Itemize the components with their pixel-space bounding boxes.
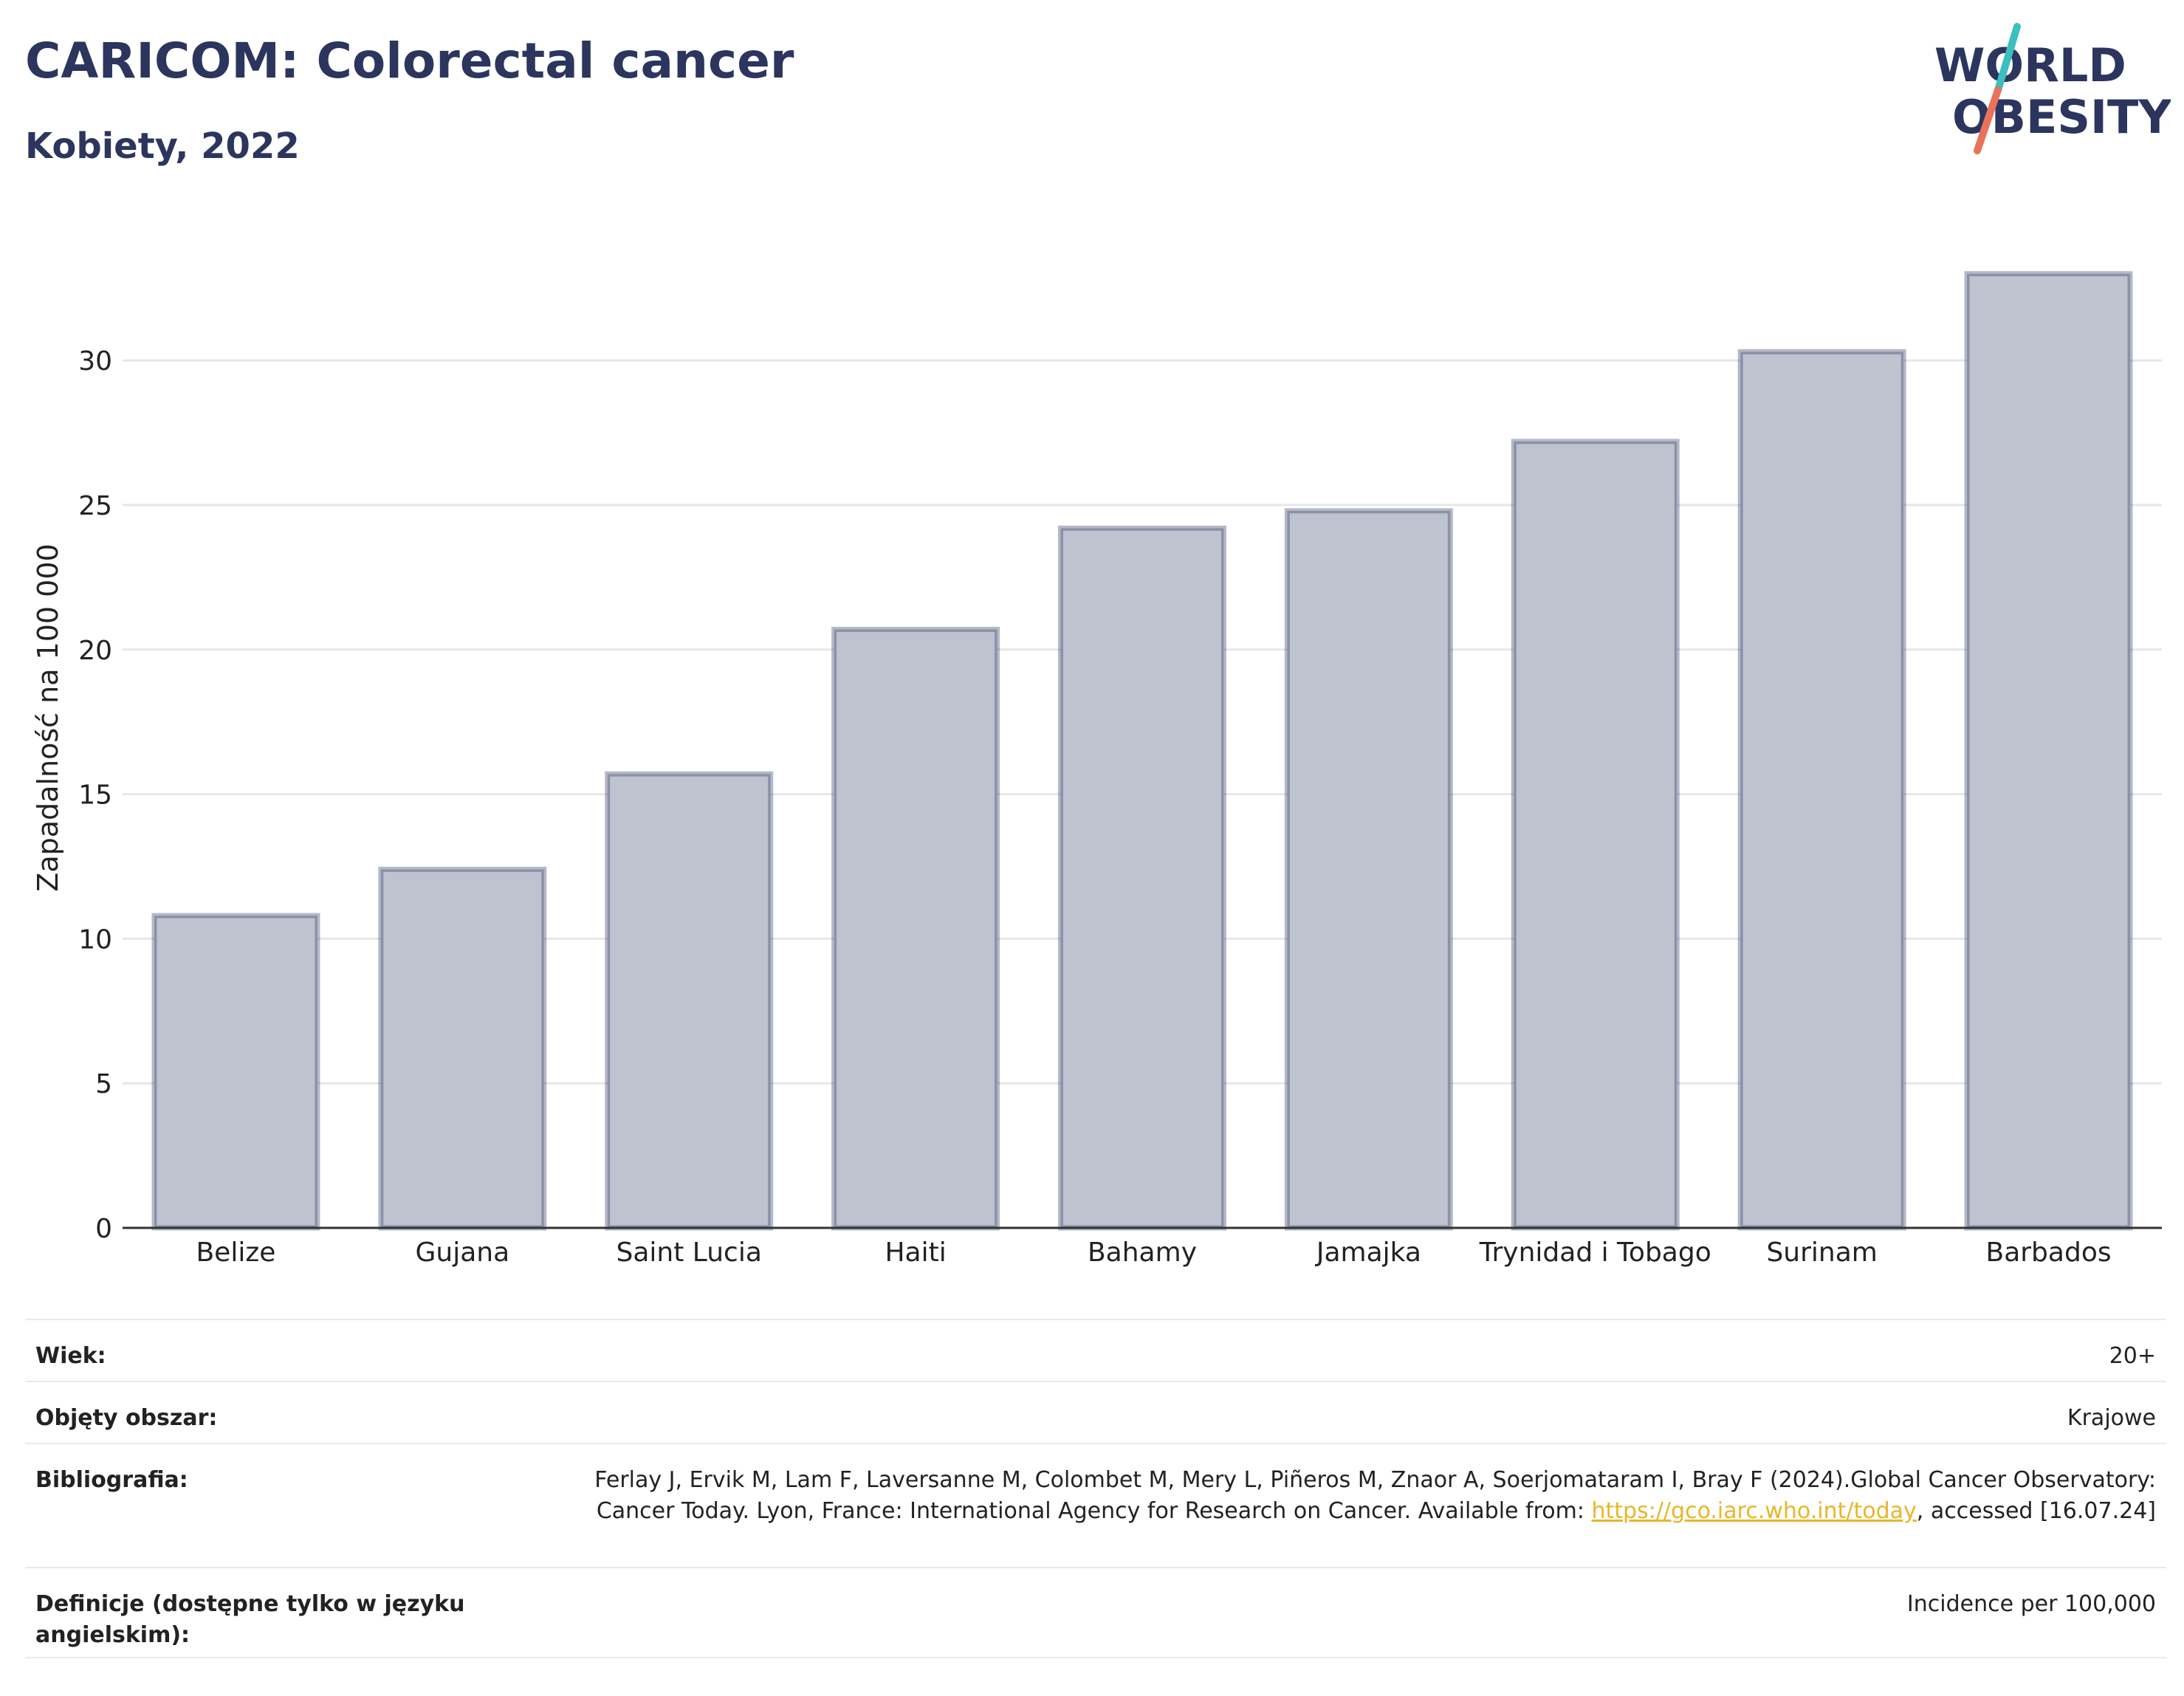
x-tick-labels: Belize Gujana Saint Lucia Haiti Bahamy Jamajk… bbox=[196, 1237, 2111, 1268]
y-tick-labels: 0 5 10 15 20 25 30 bbox=[78, 346, 112, 1244]
bar-saint-lucia bbox=[605, 771, 774, 1231]
meta-label-coverage: Objęty obszar: bbox=[35, 1405, 218, 1431]
meta-value-coverage: Krajowe bbox=[2067, 1405, 2156, 1431]
x-tick-label: Belize bbox=[196, 1237, 275, 1268]
world-obesity-logo: WORLD OBESITY bbox=[1934, 23, 2171, 154]
chart-title: CARICOM: Colorectal cancer bbox=[25, 32, 794, 89]
metadata-table: Wiek: 20+ Objęty obszar: Krajowe Bibliog… bbox=[25, 1319, 2166, 1658]
y-tick-label: 25 bbox=[78, 491, 112, 521]
meta-row-definitions: Definicje (dostępne tylko w języku angie… bbox=[25, 1567, 2166, 1658]
bar-chart: 0 5 10 15 20 25 30 Belize Gujana Saint Lucia Hait… bbox=[32, 271, 2162, 1268]
logo-slash-top bbox=[1994, 23, 2021, 94]
x-tick-label: Bahamy bbox=[1088, 1237, 1197, 1268]
x-tick-label: Saint Lucia bbox=[617, 1237, 762, 1268]
x-tick-label: Jamajka bbox=[1315, 1237, 1421, 1268]
meta-label-age: Wiek: bbox=[35, 1343, 106, 1369]
y-tick-label: 5 bbox=[95, 1069, 112, 1099]
bibliography-accessed: , accessed [16.07.24] bbox=[1916, 1498, 2156, 1524]
x-tick-label: Barbados bbox=[1986, 1237, 2112, 1268]
meta-label-definitions: Definicje (dostępne tylko w języku angie… bbox=[35, 1591, 465, 1648]
meta-value-bibliography: Ferlay J, Ervik M, Lam F, Laversanne M, … bbox=[561, 1465, 2156, 1527]
meta-row-age: Wiek: 20+ bbox=[25, 1319, 2166, 1381]
meta-row-coverage: Objęty obszar: Krajowe bbox=[25, 1381, 2166, 1443]
bar-belize bbox=[151, 913, 320, 1231]
bar-barbados bbox=[1964, 271, 2133, 1231]
bar-trynidad-i-tobago bbox=[1511, 439, 1680, 1231]
logo-slash-bottom bbox=[1974, 86, 2002, 154]
y-tick-label: 10 bbox=[78, 924, 112, 955]
bar-surinam bbox=[1737, 349, 1906, 1231]
bar-jamajka bbox=[1284, 508, 1453, 1231]
bar-haiti bbox=[831, 626, 1000, 1231]
bibliography-link[interactable]: https://gco.iarc.who.int/today bbox=[1591, 1498, 1917, 1524]
meta-label-bibliography: Bibliografia: bbox=[35, 1467, 188, 1493]
x-tick-label: Trynidad i Tobago bbox=[1479, 1237, 1711, 1268]
x-tick-label: Gujana bbox=[416, 1237, 510, 1268]
y-tick-label: 30 bbox=[78, 346, 112, 377]
y-tick-label: 0 bbox=[95, 1214, 112, 1244]
bibliography-text: Ferlay J, Ervik M, Lam F, Laversanne M, … bbox=[594, 1467, 2156, 1524]
x-tick-label: Surinam bbox=[1766, 1237, 1877, 1268]
bars bbox=[151, 271, 2133, 1231]
y-tick-label: 20 bbox=[78, 636, 112, 666]
logo-line1: WORLD bbox=[1934, 38, 2126, 92]
meta-value-definitions: Incidence per 100,000 bbox=[1906, 1591, 2156, 1617]
meta-row-bibliography: Bibliografia: Ferlay J, Ervik M, Lam F, … bbox=[25, 1443, 2166, 1567]
bar-gujana bbox=[378, 866, 547, 1231]
bar-bahamy bbox=[1058, 525, 1226, 1231]
y-tick-label: 15 bbox=[78, 780, 112, 811]
meta-value-age: 20+ bbox=[2109, 1343, 2156, 1369]
chart-subtitle: Kobiety, 2022 bbox=[25, 126, 300, 167]
y-axis-label: Zapadalność na 100 000 bbox=[32, 543, 64, 891]
x-tick-label: Haiti bbox=[885, 1237, 946, 1268]
